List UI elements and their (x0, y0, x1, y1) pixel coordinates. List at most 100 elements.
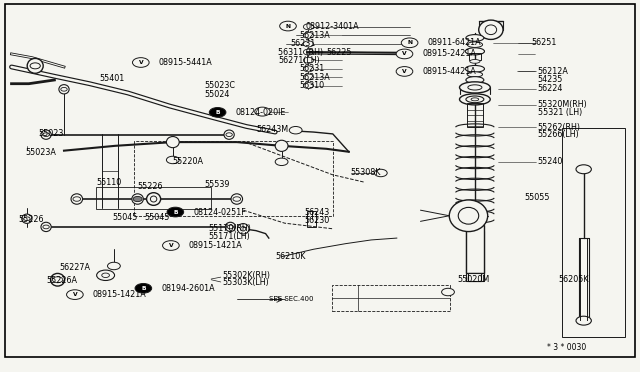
Ellipse shape (275, 140, 288, 151)
Circle shape (73, 197, 81, 201)
Text: 55226: 55226 (18, 215, 44, 224)
Text: 55023A: 55023A (26, 148, 56, 157)
Text: N: N (407, 40, 412, 45)
Ellipse shape (465, 65, 484, 72)
Text: 56271(LH): 56271(LH) (278, 56, 320, 65)
Text: 56251: 56251 (531, 38, 557, 47)
Text: 56225: 56225 (326, 48, 352, 57)
Circle shape (52, 277, 63, 283)
Text: B: B (215, 110, 220, 115)
Text: 55023C: 55023C (205, 81, 236, 90)
Circle shape (303, 32, 314, 38)
Text: 56243M: 56243M (256, 125, 288, 134)
Bar (468, 273, 481, 281)
Circle shape (576, 316, 591, 325)
Circle shape (396, 49, 413, 59)
Text: V: V (402, 51, 407, 57)
Ellipse shape (466, 35, 484, 41)
Text: 08915-1421A: 08915-1421A (93, 290, 147, 299)
Circle shape (401, 38, 418, 48)
Ellipse shape (470, 60, 480, 63)
Text: 55045: 55045 (144, 213, 170, 222)
Ellipse shape (465, 48, 484, 55)
Circle shape (374, 169, 387, 177)
Text: 56213A: 56213A (300, 31, 330, 40)
Text: 56310: 56310 (300, 81, 324, 90)
Circle shape (163, 241, 179, 250)
Circle shape (226, 133, 232, 137)
Bar (579, 238, 589, 320)
Ellipse shape (132, 194, 143, 204)
Text: 56205K: 56205K (558, 275, 589, 284)
Ellipse shape (458, 208, 479, 224)
Ellipse shape (51, 273, 65, 286)
Text: 55023: 55023 (38, 129, 64, 138)
Text: 56227A: 56227A (59, 263, 90, 272)
Text: 56210K: 56210K (275, 252, 305, 261)
Ellipse shape (41, 222, 51, 231)
Ellipse shape (449, 200, 488, 231)
Ellipse shape (485, 25, 497, 35)
Ellipse shape (460, 94, 490, 105)
Text: 56224: 56224 (538, 84, 563, 93)
Circle shape (303, 66, 314, 72)
Ellipse shape (71, 194, 83, 204)
Ellipse shape (41, 130, 51, 140)
Ellipse shape (225, 222, 236, 231)
Text: 56243: 56243 (304, 208, 329, 217)
Ellipse shape (237, 224, 249, 234)
Text: B: B (173, 209, 178, 215)
Circle shape (167, 207, 184, 217)
Circle shape (303, 24, 314, 30)
Text: 08124-020IE: 08124-020IE (236, 108, 286, 117)
Text: 55539: 55539 (205, 180, 230, 189)
Circle shape (576, 165, 591, 174)
Ellipse shape (241, 227, 246, 231)
Circle shape (108, 262, 120, 270)
Text: B: B (141, 286, 146, 291)
Text: 55321 (LH): 55321 (LH) (538, 108, 582, 117)
Bar (467, 103, 483, 127)
Ellipse shape (59, 85, 69, 94)
Circle shape (30, 63, 40, 69)
Text: 56230: 56230 (304, 216, 329, 225)
Ellipse shape (467, 72, 483, 77)
Text: 55226: 55226 (138, 182, 163, 190)
Text: 56231: 56231 (290, 39, 315, 48)
Circle shape (289, 126, 302, 134)
Text: 08911-6421A: 08911-6421A (428, 38, 481, 47)
Text: 54235: 54235 (538, 76, 563, 84)
Circle shape (102, 273, 109, 278)
Text: 56231: 56231 (300, 64, 324, 73)
Circle shape (24, 217, 30, 221)
Circle shape (233, 197, 241, 201)
Bar (134, 141, 333, 216)
Text: 08915-4421A: 08915-4421A (422, 67, 476, 76)
Text: 55171(LH): 55171(LH) (208, 232, 250, 241)
Circle shape (43, 133, 49, 137)
Text: V: V (402, 69, 407, 74)
Ellipse shape (28, 58, 44, 73)
Ellipse shape (468, 85, 482, 90)
Bar (307, 211, 316, 227)
Ellipse shape (231, 194, 243, 204)
Text: 08915-1421A: 08915-1421A (189, 241, 243, 250)
Circle shape (442, 288, 454, 296)
Text: 55226A: 55226A (46, 276, 77, 285)
Circle shape (303, 74, 314, 80)
Ellipse shape (467, 42, 483, 48)
Text: 55045: 55045 (112, 213, 138, 222)
Bar (562, 128, 625, 337)
Circle shape (396, 67, 413, 76)
Ellipse shape (166, 137, 179, 148)
Ellipse shape (150, 196, 157, 202)
Text: 08915-2421A: 08915-2421A (422, 49, 476, 58)
Text: 55320M(RH): 55320M(RH) (538, 100, 588, 109)
Text: 56311 (RH): 56311 (RH) (278, 48, 324, 57)
Text: 55024: 55024 (205, 90, 230, 99)
Text: 55303K(LH): 55303K(LH) (223, 278, 269, 287)
Text: * 3 * 0030: * 3 * 0030 (547, 343, 586, 352)
Text: V: V (168, 243, 173, 248)
Text: 55110: 55110 (96, 178, 121, 187)
Ellipse shape (460, 82, 490, 93)
